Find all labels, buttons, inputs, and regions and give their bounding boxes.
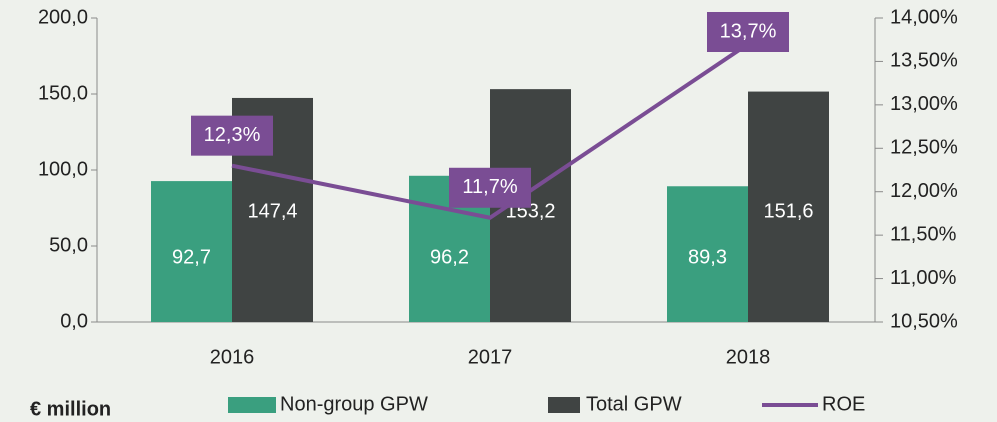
y2-tick-label: 11,00% xyxy=(890,267,957,289)
value-label-box xyxy=(191,115,273,156)
y2-tick-label: 12,00% xyxy=(890,180,958,202)
y-tick-label: 50,0 xyxy=(49,234,88,256)
value-label-box xyxy=(707,12,789,52)
y2-tick-label: 13,00% xyxy=(890,93,958,115)
unit-label: € million xyxy=(30,398,111,420)
value-label: 147,4 xyxy=(247,200,297,222)
x-tick-label: 2018 xyxy=(726,346,771,368)
value-label: 13,7% xyxy=(720,20,777,42)
legend-label: Total GPW xyxy=(586,393,682,415)
value-label: 11,7% xyxy=(462,176,517,198)
bar xyxy=(748,91,829,323)
value-label: 96,2 xyxy=(430,246,469,268)
legend-swatch xyxy=(548,397,580,413)
y2-tick-label: 14,00% xyxy=(890,6,958,28)
y2-tick-label: 10,50% xyxy=(890,310,958,332)
legend-label: ROE xyxy=(822,393,865,415)
value-label: 89,3 xyxy=(688,246,727,268)
y-tick-label: 200,0 xyxy=(38,6,88,28)
y2-tick-label: 13,50% xyxy=(890,50,958,72)
y-tick-label: 100,0 xyxy=(38,158,88,180)
bar xyxy=(667,186,748,322)
x-tick-label: 2017 xyxy=(468,346,513,368)
line xyxy=(231,42,750,220)
legend-swatch xyxy=(228,397,276,413)
value-label-box xyxy=(449,167,531,208)
value-label: 92,7 xyxy=(172,246,211,268)
x-tick-label: 2016 xyxy=(210,346,255,368)
y-tick-label: 150,0 xyxy=(38,82,88,104)
value-label: 151,6 xyxy=(763,200,813,222)
y-tick-label: 0,0 xyxy=(60,310,88,332)
bar xyxy=(151,181,232,322)
value-label: 12,3% xyxy=(204,124,261,146)
y2-tick-label: 11,50% xyxy=(890,223,957,245)
legend-label: Non-group GPW xyxy=(280,393,428,415)
y2-tick-label: 12,50% xyxy=(890,137,958,159)
